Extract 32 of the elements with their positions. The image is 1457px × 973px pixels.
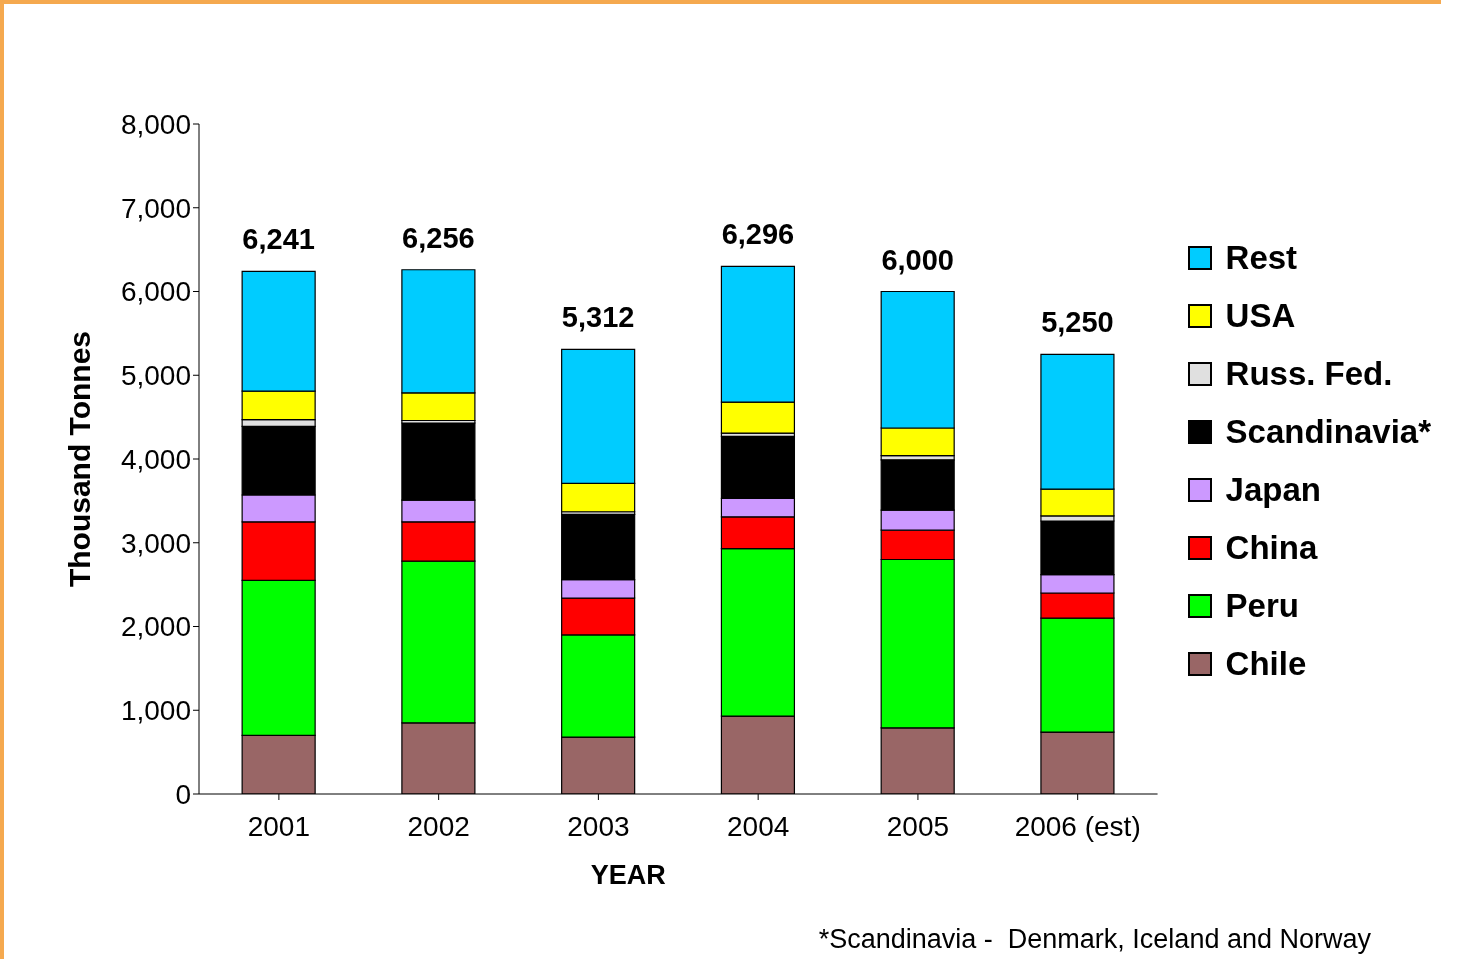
total-label: 6,296 [721,218,795,251]
total-label: 6,000 [881,243,954,276]
y-tick-label: 8,000 [120,108,191,140]
legend-label: USA [1225,297,1296,335]
y-tick-label: 5,000 [120,360,191,392]
y-tick-label: 7,000 [120,192,191,224]
legend-label: Chile [1225,645,1307,683]
total-label: 6,241 [242,223,315,256]
legend-label: Peru [1225,587,1299,625]
x-tick-label: 2006 (est) [1014,810,1141,842]
y-tick-label: 3,000 [120,527,191,559]
y-tick-label: 1,000 [120,695,191,727]
x-tick-label: 2004 [727,810,790,842]
x-tick-label: 2003 [567,810,630,842]
legend-label: Japan [1225,471,1321,509]
y-tick-label: 4,000 [120,443,191,475]
total-label: 5,312 [561,301,635,334]
x-axis-title: YEAR [590,860,666,890]
legend-label: Rest [1225,239,1298,277]
total-label: 5,250 [1041,306,1114,339]
legend-label: Scandinavia* [1225,413,1431,451]
y-tick-label: 2,000 [120,611,191,643]
y-tick-label: 0 [175,778,191,810]
legend-label: Russ. Fed. [1225,355,1393,393]
x-tick-label: 2002 [407,810,470,842]
x-tick-label: 2001 [247,810,311,842]
y-tick-label: 6,000 [120,276,191,308]
total-label: 6,256 [402,221,475,254]
y-axis-title: Thousand Tonnes [62,330,96,588]
x-tick-label: 2005 [886,810,950,842]
text: *Scandinavia - Denmark, Iceland and Norway [818,924,1371,955]
legend-label: China [1225,529,1318,567]
